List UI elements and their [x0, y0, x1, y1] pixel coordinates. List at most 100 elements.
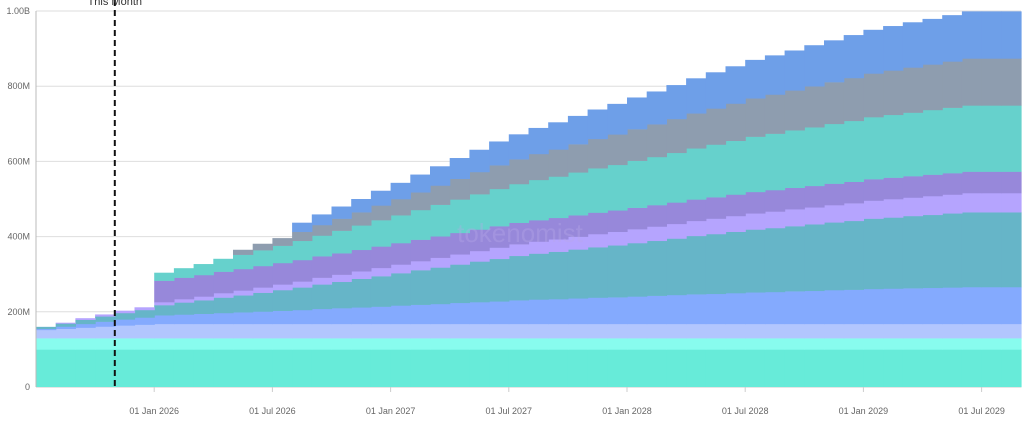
area-step: [390, 264, 411, 274]
area-step: [430, 323, 451, 339]
area-step: [55, 328, 76, 339]
area-step: [646, 156, 667, 206]
area-step: [666, 223, 687, 239]
area-step: [784, 50, 805, 91]
series-0: [36, 349, 1022, 388]
area-step: [508, 255, 530, 301]
area-step: [489, 301, 510, 325]
area-step: [804, 127, 825, 187]
area-step: [370, 323, 392, 339]
area-step: [961, 323, 983, 339]
area-step: [489, 323, 510, 339]
area-step: [863, 323, 884, 339]
area-step: [922, 287, 943, 325]
area-step: [528, 127, 549, 155]
area-step: [745, 349, 766, 388]
area-step: [252, 243, 273, 251]
area-step: [646, 91, 667, 125]
area-step: [745, 323, 766, 339]
area-step: [292, 222, 313, 233]
area-step: [548, 149, 569, 177]
area-step: [981, 212, 1002, 288]
area-step: [902, 288, 924, 325]
area-step: [725, 349, 746, 388]
y-tick-label: 0: [25, 382, 30, 392]
area-step: [607, 349, 628, 388]
area-step: [646, 124, 667, 158]
area-step: [843, 203, 864, 222]
area-step: [942, 107, 963, 174]
area-step: [961, 338, 983, 350]
area-step: [843, 77, 864, 122]
area-step: [922, 18, 943, 65]
area-step: [390, 215, 411, 244]
area-step: [233, 323, 254, 339]
area-step: [213, 271, 234, 294]
area-step: [311, 224, 333, 236]
area-step: [883, 288, 904, 325]
area-step: [154, 305, 175, 316]
area-step: [863, 288, 884, 325]
area-step: [213, 293, 234, 298]
area-step: [764, 94, 786, 134]
area-step: [587, 247, 608, 298]
area-step: [725, 140, 746, 195]
area-step: [193, 313, 214, 325]
area-step: [489, 141, 510, 166]
area-step: [390, 273, 411, 306]
area-step: [469, 349, 490, 388]
area-step: [804, 185, 825, 208]
area-step: [764, 133, 786, 191]
area-step: [863, 29, 884, 74]
area-step: [567, 323, 589, 339]
area-step: [804, 323, 825, 339]
area-step: [548, 338, 569, 350]
area-step: [430, 257, 451, 268]
area-step: [824, 222, 845, 291]
area-step: [272, 310, 293, 325]
area-step: [370, 246, 392, 269]
area-step: [627, 229, 648, 244]
area-step: [1001, 58, 1022, 106]
area-step: [370, 220, 392, 247]
area-step: [883, 177, 904, 200]
area-step: [331, 338, 352, 350]
area-step: [134, 324, 155, 339]
area-step: [627, 160, 648, 208]
area-step: [528, 179, 549, 221]
area-step: [627, 296, 648, 325]
area-step: [331, 349, 352, 388]
area-step: [666, 202, 687, 225]
area-step: [666, 238, 687, 296]
area-step: [883, 323, 904, 339]
area-step: [55, 323, 76, 327]
area-step: [469, 302, 490, 325]
area-step: [134, 309, 155, 318]
area-step: [390, 338, 411, 350]
area-step: [764, 55, 786, 95]
area-step: [430, 303, 451, 325]
area-step: [666, 349, 687, 388]
area-step: [311, 277, 333, 285]
area-step: [449, 199, 470, 234]
area-step: [883, 217, 904, 289]
area-step: [627, 338, 648, 350]
area-step: [745, 136, 766, 193]
area-step: [36, 349, 57, 388]
area-step: [370, 276, 392, 307]
area-step: [351, 271, 372, 280]
area-step: [587, 168, 608, 213]
area-step: [627, 349, 648, 388]
area-step: [686, 235, 707, 295]
area-step: [272, 284, 293, 291]
this-month-annotation: This Month: [88, 0, 142, 387]
area-step: [36, 338, 57, 350]
area-step: [705, 72, 727, 109]
area-step: [508, 134, 530, 160]
area-step: [883, 199, 904, 218]
area-step: [981, 338, 1002, 350]
area-step: [469, 338, 490, 350]
area-step: [902, 338, 924, 350]
area-step: [607, 164, 628, 211]
